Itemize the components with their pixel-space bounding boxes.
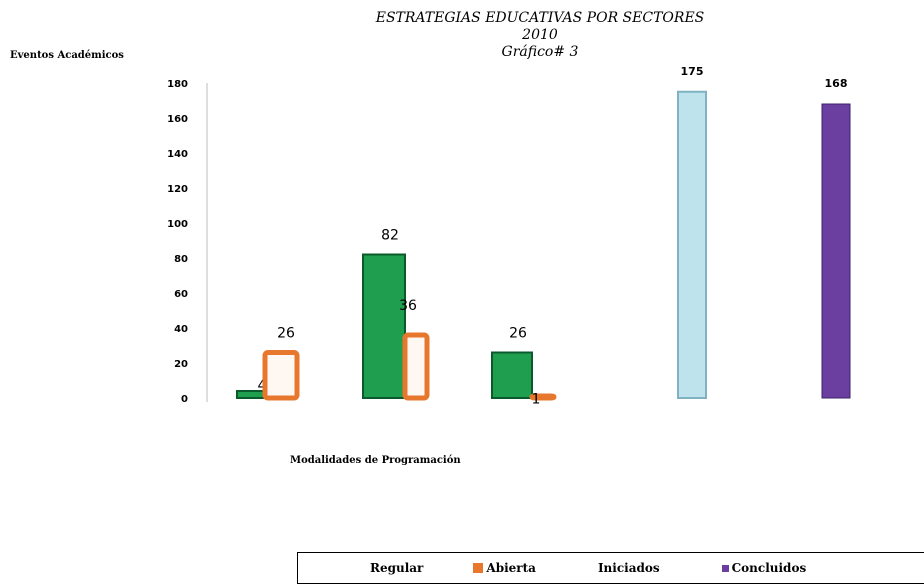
chart-subtitle-year: 2010 (522, 27, 558, 43)
legend-label: Abierta (486, 561, 536, 575)
bar-abierta (402, 332, 430, 401)
y-tick-label: 160 (167, 114, 188, 125)
chart-title: ESTRATEGIAS EDUCATIVAS POR SECTORES 2010… (300, 10, 780, 61)
y-tick-label: 20 (174, 359, 188, 370)
y-tick-label: 60 (174, 289, 188, 300)
bar-concluidos (821, 103, 851, 399)
y-tick-label: 0 (181, 394, 188, 405)
bar-regular (362, 253, 406, 399)
data-label: 82 (381, 228, 399, 244)
legend-item-concluidos: Concluidos (721, 561, 807, 575)
data-label: 26 (509, 326, 527, 342)
y-tick-label: 80 (174, 254, 188, 265)
legend-item-abierta: Abierta (473, 561, 536, 575)
x-axis-label: Modalidades de Programación (290, 455, 461, 466)
data-label: 175 (681, 65, 704, 78)
data-label: 168 (825, 77, 848, 90)
data-label: 1 (532, 391, 541, 407)
bar-iniciados (677, 90, 707, 399)
y-tick-label: 180 (167, 79, 188, 90)
data-label: 4 (258, 378, 267, 394)
bar-abierta (262, 350, 300, 401)
bar-regular (491, 351, 533, 399)
data-label: 26 (277, 326, 295, 342)
chart-subtitle-number: Gráfico# 3 (501, 44, 579, 60)
data-label: 36 (399, 298, 417, 314)
y-tick-label: 120 (167, 184, 188, 195)
legend-label: Iniciados (597, 561, 660, 575)
legend-label: Regular (370, 561, 424, 575)
y-tick-label: 100 (167, 219, 188, 230)
bar-abierta (529, 393, 557, 401)
y-tick-label: 40 (174, 324, 188, 335)
legend-item-regular: Regular (370, 561, 423, 575)
y-tick-label: 140 (167, 149, 188, 160)
legend-label: Concluidos (731, 561, 807, 575)
legend-item-iniciados: Iniciados (598, 561, 660, 575)
legend: Regular Abierta Iniciados Concluidos (297, 552, 924, 584)
legend-swatch (473, 563, 484, 573)
chart-title-line: ESTRATEGIAS EDUCATIVAS POR SECTORES (375, 10, 705, 26)
y-axis-label: Eventos Académicos (10, 50, 124, 61)
legend-swatch (721, 564, 729, 572)
